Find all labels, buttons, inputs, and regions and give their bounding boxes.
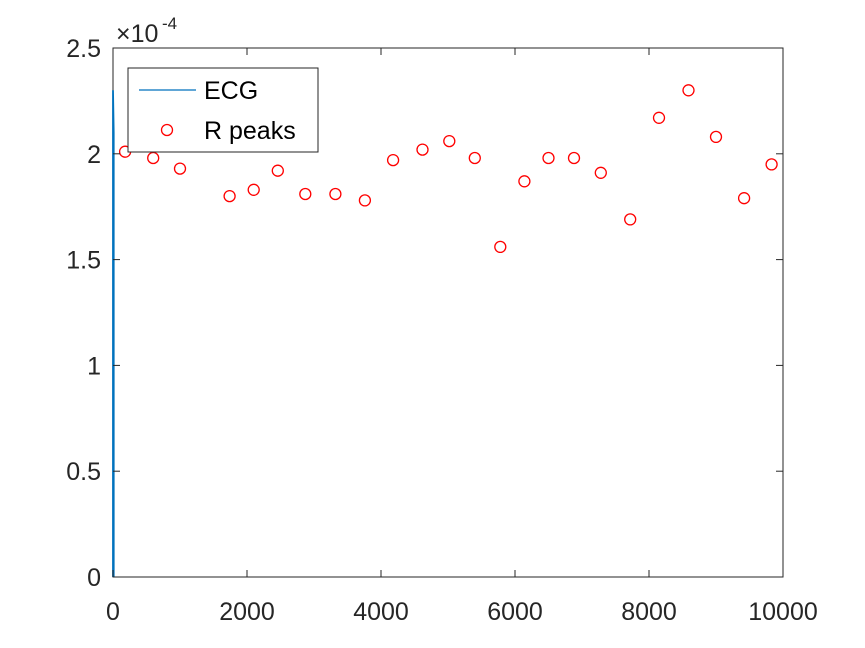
y-tick-label: 2.5 [66, 35, 101, 63]
y-tick-label: 2 [87, 141, 101, 169]
r-peak-marker [652, 111, 666, 124]
legend: ECG R peaks [127, 67, 319, 153]
x-tick-label: 0 [106, 598, 120, 626]
r-peak-marker [542, 151, 555, 165]
x-tick-label: 4000 [353, 598, 409, 626]
r-peak-marker [416, 143, 429, 156]
y-tick-label: 1.5 [66, 247, 101, 275]
r-peak-marker [247, 183, 260, 196]
r-peak-marker [765, 158, 778, 171]
y-tick-label: 0 [87, 564, 101, 592]
y-axis: 0 0.5 1 1.5 2 2.5 [66, 35, 783, 592]
x-tick-label: 2000 [219, 598, 275, 626]
ecg-line-layer [112, 90, 115, 577]
r-peak-marker [173, 162, 187, 175]
x-axis: 0 2000 4000 6000 8000 10000 [106, 48, 818, 626]
r-peak-marker [682, 84, 695, 97]
x-tick-label: 8000 [621, 598, 677, 626]
r-peak-marker [223, 189, 236, 203]
r-peak-marker [518, 175, 531, 188]
r-peak-marker [386, 153, 400, 167]
y-tick-label: 1 [87, 352, 101, 380]
legend-ecg-label: ECG [204, 77, 258, 105]
r-peak-marker [624, 213, 637, 226]
x-tick-label: 6000 [487, 598, 543, 626]
r-peak-marker [737, 192, 751, 205]
r-peaks-layer [118, 84, 778, 254]
legend-r-peaks-label: R peaks [204, 117, 296, 145]
r-peak-marker [494, 240, 507, 254]
r-peak-marker [709, 130, 723, 144]
ecg-line [112, 90, 115, 577]
r-peak-marker [299, 187, 312, 201]
r-peak-marker [567, 151, 581, 165]
r-peak-marker [468, 151, 481, 165]
legend-r-peaks-swatch [160, 123, 174, 137]
exponent-power: -4 [162, 14, 177, 33]
y-exponent-label: ×10 -4 [116, 14, 177, 48]
x-tick-label: 10000 [748, 598, 818, 626]
r-peak-marker [271, 164, 284, 177]
r-peak-marker [358, 194, 372, 207]
legend-box [127, 67, 319, 153]
r-peak-marker [594, 166, 607, 179]
y-tick-label: 0.5 [66, 458, 101, 486]
r-peak-marker [443, 134, 456, 148]
r-peak-marker [329, 187, 342, 201]
exponent-base: ×10 [116, 20, 158, 48]
